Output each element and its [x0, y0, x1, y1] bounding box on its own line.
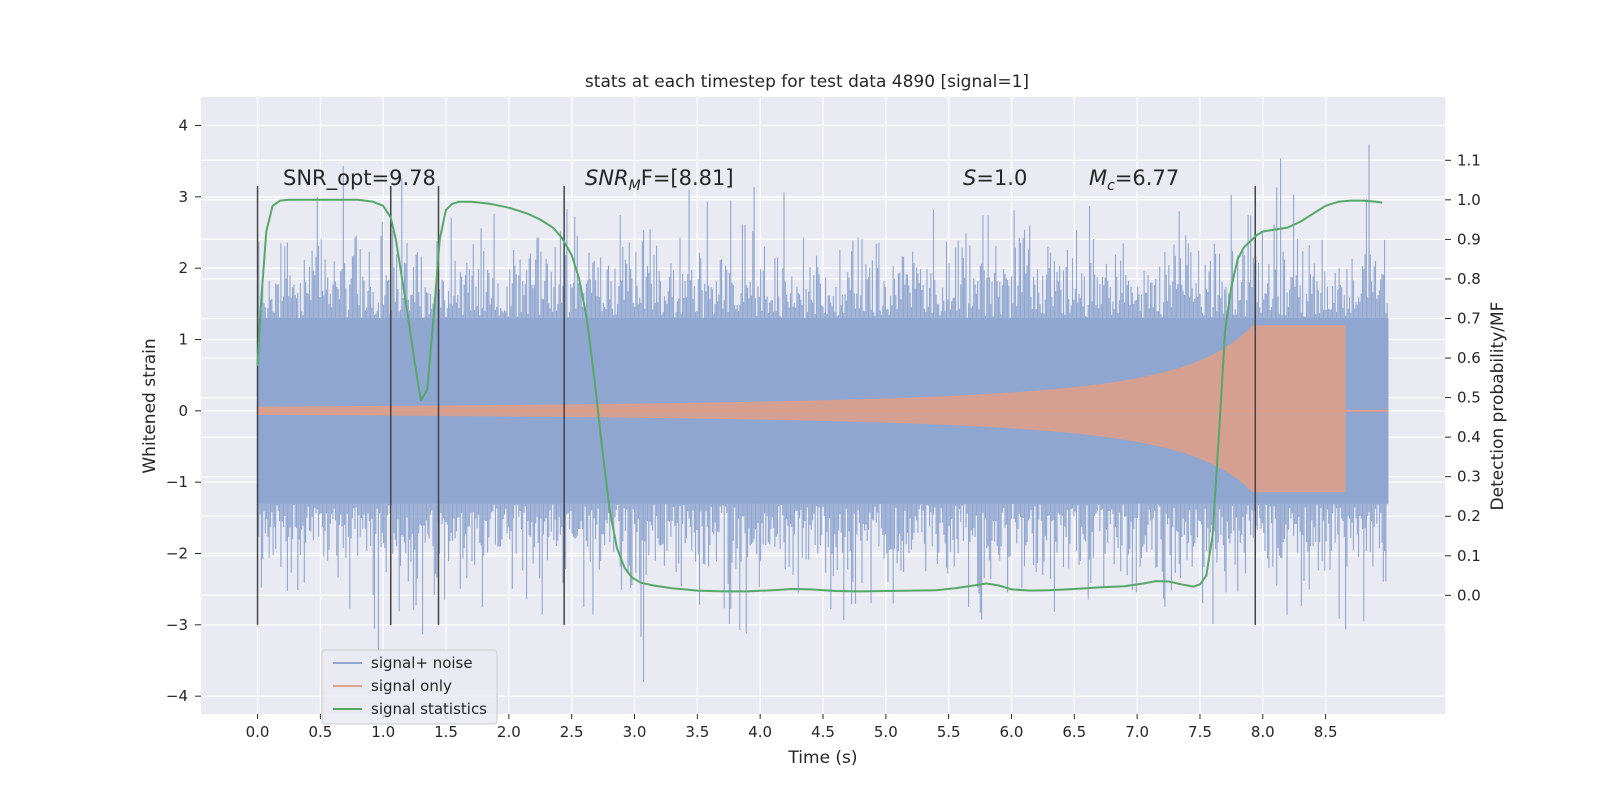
y-right-tick-label-6: 0.5 [1457, 389, 1481, 407]
annotation-s-main: S [963, 166, 976, 190]
x-tick-label-8: 4.0 [748, 723, 772, 741]
legend-box [321, 649, 498, 725]
legend: signal+ noise signal only signal statist… [321, 649, 498, 725]
y-right-tick-label-0: 1.1 [1457, 151, 1481, 169]
x-tick-label-7: 3.5 [685, 723, 709, 741]
annotation-snr-mf-main: SNR [585, 166, 629, 190]
annotation-snr-mf: SNRMF=[8.81] [585, 166, 734, 194]
annotation-snr-opt: SNR_opt=9.78 [283, 166, 436, 191]
annotation-s: S=1.0 [963, 166, 1027, 190]
y-right-tick-label-5: 0.6 [1457, 349, 1481, 367]
y-tick-label-1: 3 [178, 188, 188, 206]
y-axis-left: 4 3 2 1 0 −1 −2 −3 −4 [166, 117, 201, 705]
y-right-tick-label-10: 0.1 [1457, 547, 1481, 565]
y-tick-label-3: 1 [178, 331, 188, 349]
x-tick-label-12: 6.0 [1000, 723, 1024, 741]
vertical-markers [256, 186, 1257, 625]
annotation-snr-mf-sub: M [629, 178, 641, 194]
legend-label-signal-noise: signal+ noise [371, 654, 473, 672]
y-axis-left-label: Whitened strain [140, 338, 160, 473]
x-tick-label-10: 5.0 [874, 723, 898, 741]
y-right-tick-label-9: 0.2 [1457, 507, 1481, 525]
series-signal-only [257, 325, 1346, 493]
x-tick-label-1: 0.5 [308, 723, 332, 741]
annotation-s-rest: =1.0 [976, 166, 1027, 190]
y-tick-label-5: −1 [166, 473, 188, 491]
x-axis-label: Time (s) [787, 748, 857, 768]
y-right-tick-label-2: 0.9 [1457, 230, 1481, 248]
y-right-tick-label-3: 0.8 [1457, 270, 1481, 288]
annotation-snr-mf-rest: F=[8.81] [641, 166, 734, 190]
x-tick-label-9: 4.5 [811, 723, 835, 741]
annotation-mc-sub: c [1107, 178, 1115, 194]
x-tick-label-14: 7.0 [1125, 723, 1149, 741]
x-tick-label-6: 3.0 [623, 723, 647, 741]
x-tick-label-0: 0.0 [246, 723, 270, 741]
y-right-tick-label-8: 0.3 [1457, 468, 1481, 486]
x-axis: 0.0 0.5 1.0 1.5 2.0 2.5 3.0 3.5 4.0 4.5 5.0 5.5 6.0 6… [246, 714, 1338, 741]
y-right-tick-label-11: 0.0 [1457, 586, 1481, 604]
annotation-mc-main: M [1089, 166, 1107, 190]
y-tick-label-0: 4 [178, 117, 188, 135]
x-tick-label-2: 1.0 [371, 723, 395, 741]
y-right-tick-label-4: 0.7 [1457, 309, 1481, 327]
y-tick-label-2: 2 [178, 259, 188, 277]
y-right-tick-label-1: 1.0 [1457, 191, 1481, 209]
y-right-tick-label-7: 0.4 [1457, 428, 1481, 446]
x-tick-label-3: 1.5 [434, 723, 458, 741]
chart-title: stats at each timestep for test data 489… [585, 72, 1029, 92]
x-tick-label-13: 6.5 [1062, 723, 1086, 741]
x-tick-label-11: 5.5 [937, 723, 961, 741]
y-tick-label-4: 0 [178, 402, 188, 420]
x-tick-label-4: 2.0 [497, 723, 521, 741]
series-signal-statistics [256, 198, 1383, 593]
annotation-mc-rest: =6.77 [1115, 166, 1179, 190]
legend-label-signal-only: signal only [371, 677, 452, 695]
annotation-mc: Mc=6.77 [1089, 166, 1179, 194]
y-tick-label-6: −2 [166, 545, 188, 563]
x-tick-label-17: 8.5 [1314, 723, 1338, 741]
y-axis-right-label: Detection probability/MF [1488, 302, 1508, 511]
x-tick-label-5: 2.5 [560, 723, 584, 741]
y-axis-right: 1.1 1.0 0.9 0.8 0.7 0.6 0.5 0.4 0.3 0.2 0.1 0.0 [1445, 151, 1481, 604]
legend-label-signal-statistics: signal statistics [371, 700, 487, 718]
x-tick-label-15: 7.5 [1188, 723, 1212, 741]
y-tick-label-7: −3 [166, 616, 188, 634]
y-tick-label-8: −4 [166, 687, 188, 705]
x-tick-label-16: 8.0 [1251, 723, 1275, 741]
